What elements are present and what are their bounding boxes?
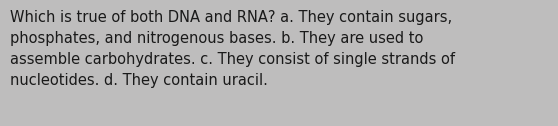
Text: Which is true of both DNA and RNA? a. They contain sugars,
phosphates, and nitro: Which is true of both DNA and RNA? a. Th…: [10, 10, 455, 88]
